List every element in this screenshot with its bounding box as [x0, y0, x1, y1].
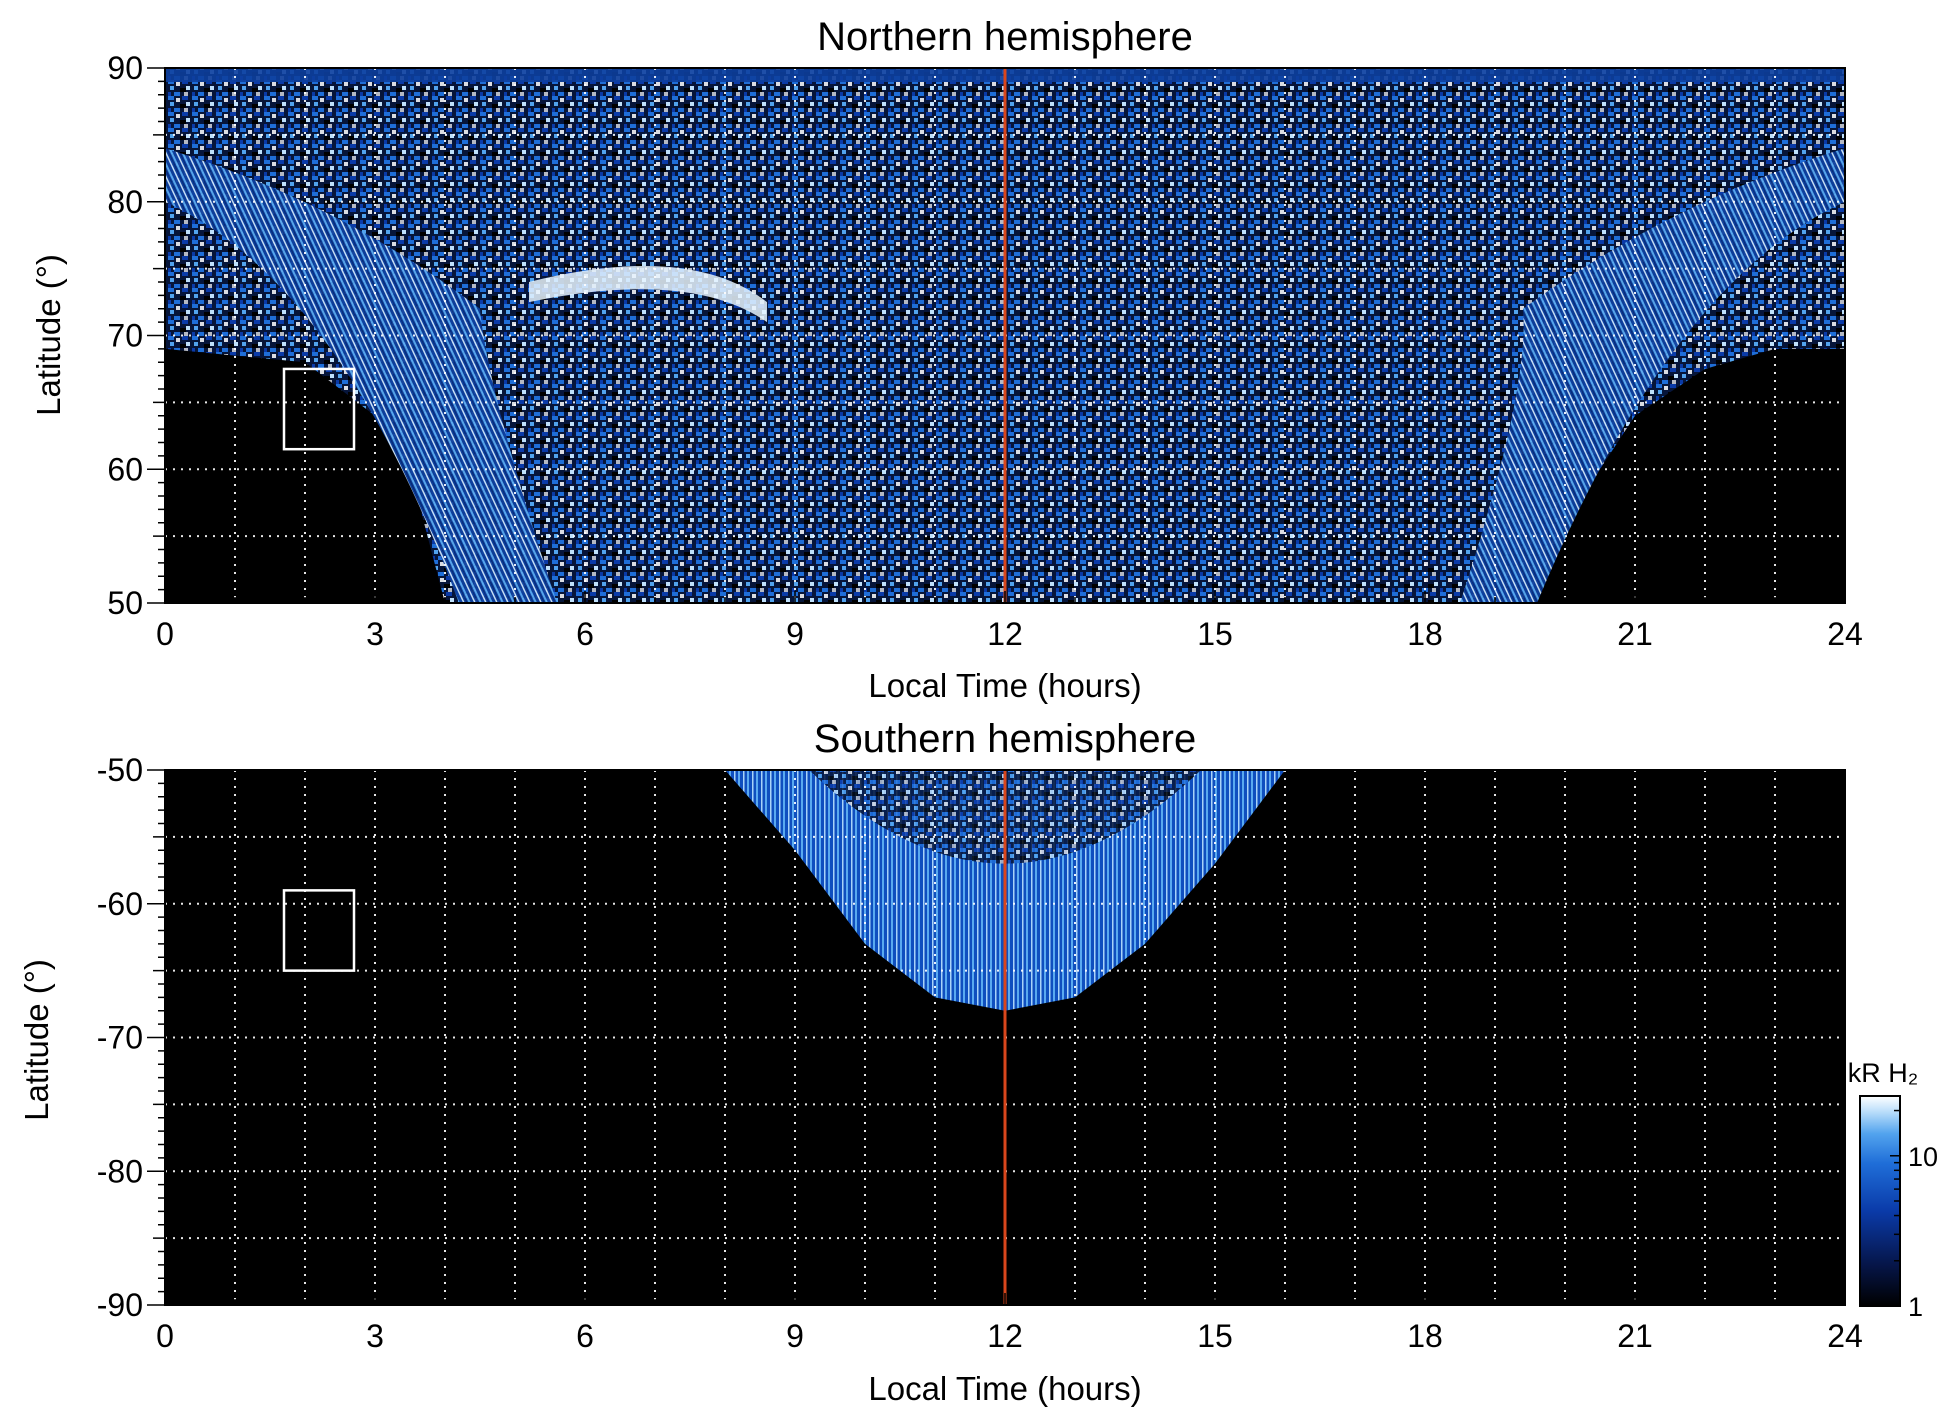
north-y-tick-label: 70	[107, 318, 143, 354]
north-y-tick-label: 90	[107, 50, 143, 86]
north-bright-arc	[529, 265, 767, 323]
north-x-tick-label: 18	[1407, 616, 1443, 652]
north-panel: Northern hemisphere 0 3 6 9 12 15 18 21 24 50 60 70…	[30, 15, 1863, 704]
south-y-tick-label: -50	[97, 752, 143, 788]
north-y-tick-label: 80	[107, 184, 143, 220]
south-panel: Southern hemisphere 0 3 6 9 12 15 18 21 24 -90 -80…	[18, 717, 1863, 1407]
south-x-tick-label: 24	[1827, 1318, 1863, 1354]
north-box-markers	[282, 367, 356, 451]
north-x-tick-label: 6	[576, 616, 594, 652]
north-x-tick-label: 21	[1617, 616, 1653, 652]
south-x-axis-label: Local Time (hours)	[868, 1370, 1141, 1407]
north-y-axis-label: Latitude (°)	[30, 254, 67, 416]
south-x-tick-label: 15	[1197, 1318, 1233, 1354]
south-axes: 0 3 6 9 12 15 18 21 24 -90 -80 -70 -60 -50	[97, 752, 1863, 1354]
south-y-axis-label: Latitude (°)	[18, 959, 55, 1121]
south-y-tick-label: -70	[97, 1020, 143, 1056]
south-x-tick-label: 3	[366, 1318, 384, 1354]
south-x-tick-label: 0	[156, 1318, 174, 1354]
north-axes: 0 3 6 9 12 15 18 21 24 50 60 70 80 90	[107, 50, 1862, 652]
south-title: Southern hemisphere	[814, 717, 1196, 761]
colorbar: kR H₂ 1 10	[1848, 1058, 1938, 1322]
south-y-tick-label: -90	[97, 1287, 143, 1323]
north-x-tick-label: 0	[156, 616, 174, 652]
north-x-axis-label: Local Time (hours)	[868, 667, 1141, 704]
south-box-markers	[282, 889, 356, 972]
north-y-tick-label: 50	[107, 585, 143, 621]
north-x-tick-label: 9	[786, 616, 804, 652]
south-x-tick-label: 6	[576, 1318, 594, 1354]
north-x-tick-label: 15	[1197, 616, 1233, 652]
south-x-tick-label: 12	[987, 1318, 1023, 1354]
colorbar-ramp	[1859, 1095, 1901, 1307]
north-auroral-band-dawn	[165, 148, 557, 603]
south-x-tick-label: 21	[1617, 1318, 1653, 1354]
south-y-tick-label: -80	[97, 1153, 143, 1189]
north-x-tick-label: 12	[987, 616, 1023, 652]
north-box-marker	[282, 367, 356, 451]
colorbar-tick-label: 10	[1908, 1142, 1938, 1172]
north-y-tick-label: 60	[107, 451, 143, 487]
colorbar-label: kR H₂	[1848, 1058, 1918, 1088]
north-x-tick-label: 3	[366, 616, 384, 652]
south-y-tick-label: -60	[97, 886, 143, 922]
south-x-tick-label: 18	[1407, 1318, 1443, 1354]
colorbar-ticks: 1 10	[1890, 1109, 1938, 1322]
north-auroral-band-dusk	[1460, 148, 1845, 603]
north-title: Northern hemisphere	[817, 15, 1193, 59]
south-box-marker	[282, 889, 356, 972]
north-x-tick-label: 24	[1827, 616, 1863, 652]
colorbar-tick-label: 1	[1908, 1292, 1923, 1322]
south-x-tick-label: 9	[786, 1318, 804, 1354]
